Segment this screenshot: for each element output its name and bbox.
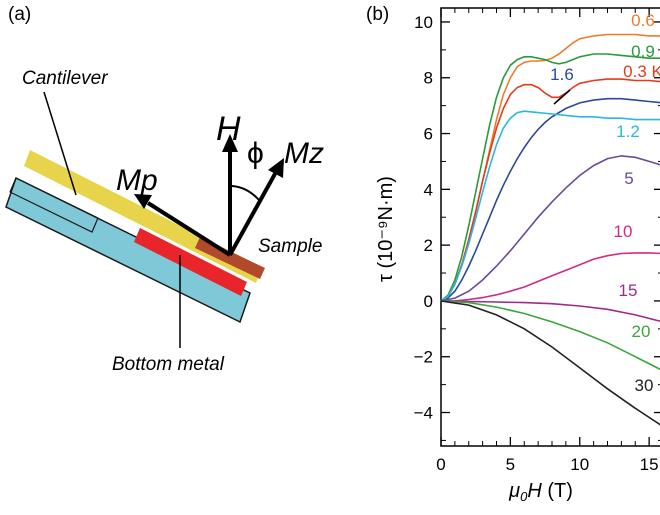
cantilever-leader (43, 91, 77, 196)
series-label: 15 (619, 281, 638, 300)
mz-label: Mz (284, 137, 324, 170)
angle-arc (229, 185, 260, 201)
y-tick-label: 10 (414, 13, 433, 32)
x-axis-label-unit: (T) (542, 480, 573, 502)
y-tick-label: −4 (414, 404, 433, 423)
mp-label: Mp (116, 164, 158, 197)
series-label: 20 (632, 322, 651, 341)
series-label: 10 (614, 222, 633, 241)
series-label: 0.9 (631, 42, 655, 61)
series-line-1.2 (440, 110, 660, 302)
y-tick-label: 6 (424, 125, 433, 144)
series-labels: 0.6 0.90.3 K 1.6 1.2 5 10 15 20 30 (550, 11, 660, 395)
series-label: 0.6 (631, 11, 655, 30)
y-tick-label: 8 (424, 69, 433, 88)
series-line-1.6 (440, 97, 660, 302)
x-axis-label: μ0H (T) (508, 480, 573, 504)
substrate-notch (9, 177, 99, 233)
bottom-metal-strip (134, 228, 247, 296)
vector-arrows (134, 134, 284, 257)
series-line-0.9 (440, 53, 660, 302)
x-axis-label-sub: 0 (520, 489, 528, 504)
series-label: 1.2 (616, 122, 640, 141)
label-pointer-1-6 (553, 89, 571, 105)
series-line-10 (441, 252, 660, 302)
panel-a-label: (a) (8, 4, 31, 25)
mz-arrow (228, 171, 278, 256)
y-tick-label: 2 (424, 236, 433, 255)
bottom-metal-label: Bottom metal (112, 354, 225, 375)
x-axis-label-var: H (527, 480, 542, 502)
mp-arrowhead (134, 194, 152, 209)
data-curves (440, 33, 660, 426)
mz-arrowhead (268, 158, 284, 178)
series-label: 0.3 K (623, 62, 660, 81)
series-line-15 (440, 300, 660, 322)
panel-a: (a) H ϕ Mz Mp Cantilever Sample Bottom m… (5, 4, 324, 375)
field-label: H (216, 110, 241, 148)
x-tick-label: 10 (570, 455, 589, 474)
series-label: 1.6 (550, 65, 574, 84)
y-axis-label: τ (10⁻⁹N·m) (375, 176, 397, 282)
y-tick-label: 0 (424, 292, 433, 311)
y-tick-label: 4 (424, 180, 433, 199)
cantilever-label: Cantilever (22, 68, 108, 89)
x-tick-label: 0 (436, 455, 445, 474)
sample-label: Sample (258, 236, 322, 257)
x-tick-label: 15 (640, 455, 659, 474)
mp-arrow (146, 201, 232, 257)
panel-b-label: (b) (366, 4, 389, 25)
series-line-0.3-k (440, 78, 660, 302)
series-label: 5 (624, 169, 633, 188)
y-tick-label: −2 (414, 348, 433, 367)
x-tick-label: 5 (506, 455, 515, 474)
series-line-20 (440, 300, 660, 371)
series-label: 30 (635, 376, 654, 395)
field-arrowhead (222, 134, 238, 152)
series-line-30 (440, 300, 660, 426)
angle-label: ϕ (247, 137, 264, 170)
x-axis-label-mu: μ (508, 480, 520, 502)
sample-block (195, 237, 265, 279)
axis-ticks: 0 5 10 15 −4 −2 0 2 4 6 8 10 (414, 8, 660, 474)
series-line-5 (440, 155, 660, 302)
